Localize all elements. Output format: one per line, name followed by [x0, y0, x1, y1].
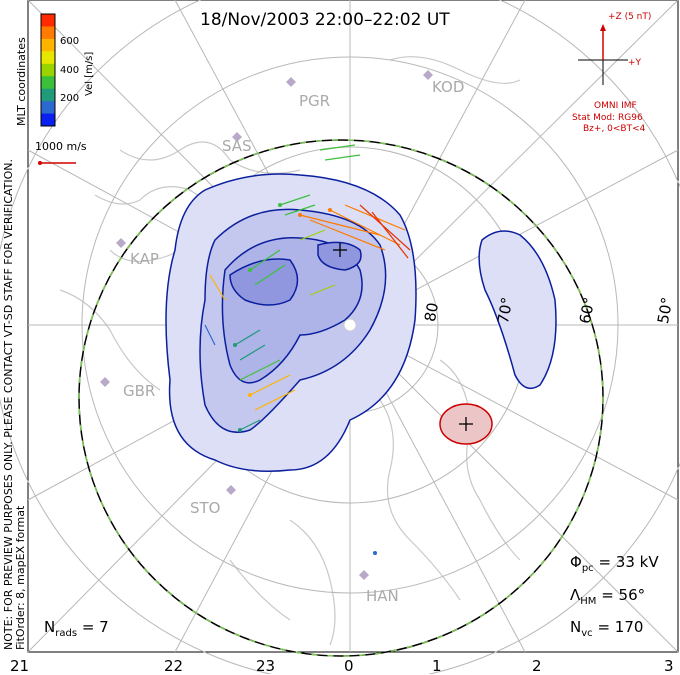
colorbar-label: Vel [m/s] [84, 51, 95, 96]
colorbar-frame [40, 13, 56, 127]
imf-source: OMNI IMF [594, 101, 637, 111]
velocity-vectors [204, 144, 411, 556]
velocity-scale-label: 1000 m/s [35, 140, 87, 153]
dusk-cell-core-left [229, 258, 299, 306]
n-rads-value: = 7 [81, 618, 109, 636]
station-kod: KOD [432, 78, 465, 96]
mlt-23: 23 [256, 657, 276, 675]
mlt-22: 22 [164, 657, 184, 675]
dawn-cell [478, 230, 557, 390]
colorbar-swatch [41, 63, 55, 77]
phi-pc-value: = 33 kV [598, 553, 659, 571]
mlt-0: 0 [344, 657, 354, 675]
velocity-vector-dots [233, 203, 377, 555]
n-rads-stat: Nrads = 7 [44, 618, 109, 639]
colorbar-swatch [41, 26, 55, 40]
potential-min-marker [333, 243, 347, 257]
fit-order-note: FitOrder: 8, mapEX format [14, 505, 27, 650]
colorbar-swatch [41, 51, 55, 65]
map-title: 18/Nov/2003 22:00–22:02 UT [200, 10, 450, 30]
station-sto: STO [190, 499, 221, 517]
mlt-21: 21 [10, 657, 30, 675]
plot-frame [27, 0, 679, 653]
station-pgr: PGR [299, 92, 331, 110]
colorbar-tick-400: 400 [60, 65, 80, 76]
station-sas: SAS [222, 137, 252, 155]
mlt-2: 2 [532, 657, 542, 675]
colorbar-swatch [41, 101, 55, 115]
station-kap: KAP [130, 250, 159, 268]
pole-marker [343, 318, 357, 332]
coastlines [59, 56, 521, 646]
stat-conditions: Bz+, 0<BT<4 [583, 124, 646, 134]
imf-z-label: +Z (5 nT) [608, 12, 652, 22]
phi-pc-stat: Φpc = 33 kV [570, 553, 659, 574]
colorbar-swatch [41, 88, 55, 102]
station-han: HAN [366, 587, 399, 605]
colorbar-swatch [41, 38, 55, 52]
stat-model: Stat Mod: RG96 [572, 113, 643, 123]
coordinates-label: MLT coordinates [15, 37, 28, 126]
imf-clock [578, 24, 628, 85]
lambda-hm-stat: ΛHM = 56° [570, 586, 646, 607]
colorbar-tick-600: 600 [60, 36, 80, 47]
mlt-3: 3 [664, 657, 674, 675]
lat-80: 80 [421, 301, 443, 324]
mlt-1: 1 [432, 657, 442, 675]
imf-y-label: +Y [628, 58, 642, 68]
hmb-boundary-dash [78, 139, 604, 657]
colorbar-swatch [41, 113, 55, 127]
lambda-hm-value: = 56° [601, 586, 646, 604]
n-vc-stat: Nvc = 170 [570, 618, 644, 639]
velocity-scale-dot [38, 161, 42, 165]
colorbar-swatch [41, 14, 55, 27]
n-vc-value: = 170 [597, 618, 644, 636]
velocity-colorbar [41, 14, 55, 127]
potential-max-marker [459, 417, 473, 431]
station-gbr: GBR [123, 382, 156, 400]
colorbar-swatch [41, 76, 55, 90]
colorbar-tick-200: 200 [60, 93, 80, 104]
station-markers [100, 70, 433, 580]
